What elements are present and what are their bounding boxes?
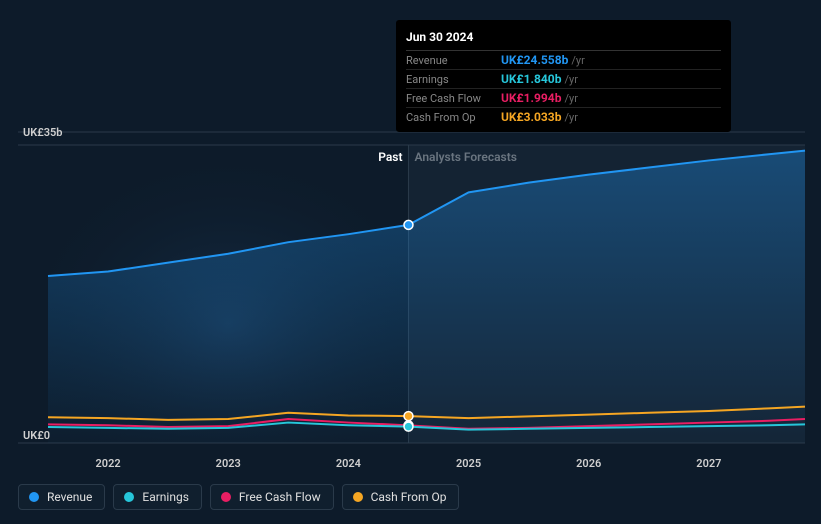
tooltip-value: UK£1.840b (501, 72, 561, 86)
legend-item-cash_from_op[interactable]: Cash From Op (342, 484, 460, 510)
y-axis-label: UK£0 (23, 429, 50, 442)
tooltip-key: Free Cash Flow (406, 92, 501, 105)
legend-item-revenue[interactable]: Revenue (18, 484, 105, 510)
tooltip-key: Revenue (406, 54, 501, 67)
tooltip-unit: /yr (564, 111, 577, 124)
legend-dot (29, 492, 39, 502)
tooltip-value: UK£24.558b (501, 53, 568, 67)
tooltip-key: Cash From Op (406, 111, 501, 124)
chart-tooltip: Jun 30 2024 RevenueUK£24.558b/yrEarnings… (396, 20, 731, 132)
past-section-label: Past (378, 150, 402, 164)
legend-label: Cash From Op (371, 490, 447, 504)
x-axis-label: 2024 (336, 457, 361, 470)
legend-item-earnings[interactable]: Earnings (113, 484, 202, 510)
legend-label: Revenue (47, 490, 92, 504)
tooltip-value: UK£3.033b (501, 110, 561, 124)
tooltip-date: Jun 30 2024 (406, 26, 721, 51)
x-axis-label: 2026 (576, 457, 601, 470)
x-axis-label: 2025 (456, 457, 481, 470)
tooltip-unit: /yr (571, 54, 584, 67)
tooltip-key: Earnings (406, 73, 501, 86)
legend-dot (221, 492, 231, 502)
legend-item-free_cash_flow[interactable]: Free Cash Flow (210, 484, 334, 510)
forecast-section-label: Analysts Forecasts (414, 150, 516, 164)
tooltip-row: EarningsUK£1.840b/yr (406, 70, 721, 89)
tooltip-row: Free Cash FlowUK£1.994b/yr (406, 89, 721, 108)
legend-label: Free Cash Flow (239, 490, 321, 504)
legend-label: Earnings (142, 490, 189, 504)
x-axis-label: 2022 (96, 457, 121, 470)
x-axis-label: 2027 (696, 457, 721, 470)
y-axis-label: UK£35b (23, 126, 62, 139)
chart-legend: Revenue Earnings Free Cash Flow Cash From O… (18, 484, 459, 510)
tooltip-unit: /yr (564, 92, 577, 105)
tooltip-row: RevenueUK£24.558b/yr (406, 51, 721, 70)
tooltip-unit: /yr (564, 73, 577, 86)
tooltip-value: UK£1.994b (501, 91, 561, 105)
legend-dot (124, 492, 134, 502)
financial-chart: UK£0 UK£35b 2022 2023 2024 2025 2026 2027 Past… (0, 0, 821, 524)
tooltip-row: Cash From OpUK£3.033b/yr (406, 108, 721, 126)
legend-dot (353, 492, 363, 502)
x-axis-label: 2023 (216, 457, 241, 470)
